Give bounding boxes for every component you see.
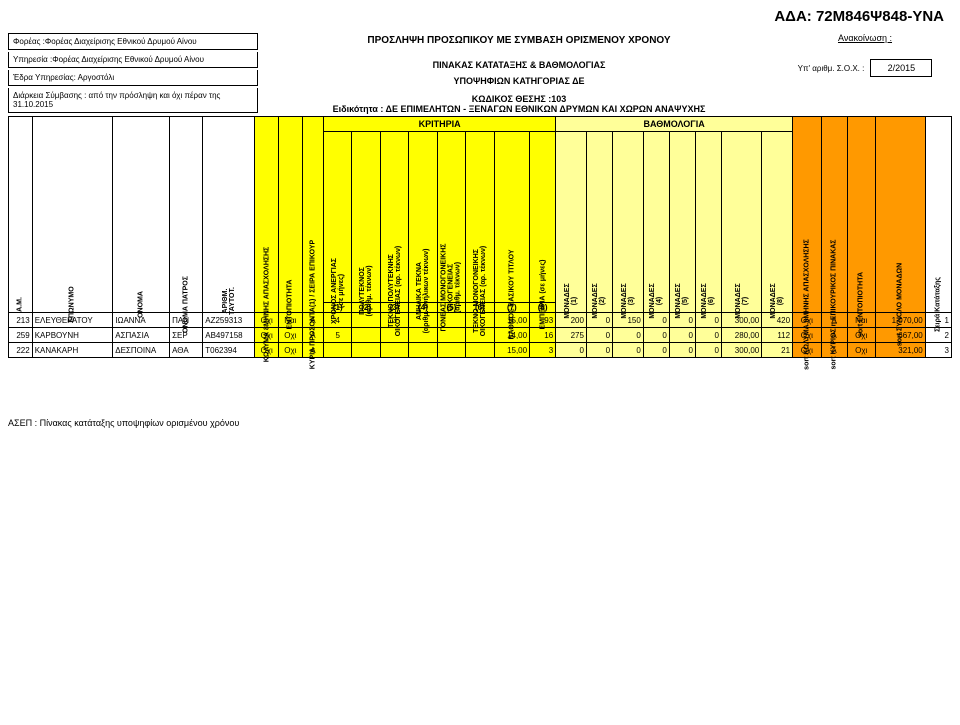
cell-m5: 0 xyxy=(669,328,695,343)
hdr-k5: ΓΟΝΕΑΣ ΜΟΝΟΓΟΝΕΙΚΗΣ ΟΙΚΟΓΕΝΕΙΑΣ (αριθμ. … xyxy=(441,244,462,332)
hdr-m6: ΜΟΝΑΔΕΣ (6) xyxy=(701,283,715,318)
hdr-patr: ΟΝΟΜΑ ΠΑΤΡΟΣ xyxy=(183,276,190,333)
code-line: ΚΩΔΙΚΟΣ ΘΕΣΗΣ :103 xyxy=(333,94,706,104)
hdr-onoma: ΟΝΟΜΑ xyxy=(138,291,145,318)
hdr-m2: ΜΟΝΑΔΕΣ (2) xyxy=(592,283,606,318)
cell-m6: 0 xyxy=(695,343,721,358)
ada-code: ΑΔΑ: 72Μ846Ψ848-ΥΝΑ xyxy=(0,0,960,27)
cell-m6: 0 xyxy=(695,328,721,343)
cell-k3 xyxy=(380,343,408,358)
cell-am: 259 xyxy=(9,328,33,343)
hdr-kol: ΚΩΛΥΜΑ 8ΜΗΝΗΣ ΑΠΑΣΧΟΛΗΣΗΣ xyxy=(263,247,270,362)
sub1: ΠΙΝΑΚΑΣ ΚΑΤΑΤΑΞΗΣ & ΒΑΘΜΟΛΟΓΙΑΣ xyxy=(433,58,606,72)
cell-m4: 0 xyxy=(643,328,669,343)
diarkeia-box: Διάρκεια Σύμβασης : από την πρόσληψη και… xyxy=(8,88,258,113)
hdr-m7: ΜΟΝΑΔΕΣ (7) xyxy=(735,283,749,318)
cell-m8: 21 xyxy=(762,343,793,358)
hdr-k6: ΤΕΚΝΟ ΜΟΝΟΓΟΝΕΙΚΗΣ ΟΙΚΟΓΕΝΕΙΑΣ (αρ. τέκν… xyxy=(473,246,487,336)
cell-k1 xyxy=(324,343,352,358)
hdr-k1: ΧΡΟΝΟΣ ΑΝΕΡΓΙΑΣ (σε μήνες) xyxy=(331,258,345,324)
cell-m7: 280,00 xyxy=(721,328,761,343)
cell-ent: Οχι xyxy=(279,343,303,358)
cell-k1: 5 xyxy=(324,328,352,343)
band-kritiria: ΚΡΙΤΗΡΙΑ xyxy=(324,117,556,132)
cell-ep: ΚΑΝΑΚΑΡΗ xyxy=(32,343,113,358)
hdr-k2: ΠΟΛΥΤΕΚΝΟΣ (αριθμ. τέκνων) xyxy=(359,265,373,316)
edra-box: Έδρα Υπηρεσίας: Αργοστόλι xyxy=(8,70,258,86)
cell-m5: 0 xyxy=(669,343,695,358)
hdr-m1: ΜΟΝΑΔΕΣ (1) xyxy=(564,283,578,318)
hdr-m8: ΜΟΝΑΔΕΣ (8) xyxy=(770,283,784,318)
main-title: ΠΡΟΣΛΗΨΗ ΠΡΟΣΩΠΙΚΟΥ ΜΕ ΣΥΜΒΑΣΗ ΟΡΙΣΜΕΝΟΥ… xyxy=(367,33,670,48)
hdr-s1: sort ΚΩΛΥΜΑ 8ΜΗΝΗΣ ΑΠΑΣΧΟΛΗΣΗΣ xyxy=(803,239,810,370)
hdr-epon: ΕΠΩΝΥΜΟ xyxy=(69,286,76,322)
cell-ep: ΚΑΡΒΟΥΝΗ xyxy=(32,328,113,343)
hdr-seira: Σειρά Κατάταξης xyxy=(935,277,942,332)
cell-k6 xyxy=(466,343,494,358)
cell-ent: Οχι xyxy=(279,328,303,343)
hdr-k7: ΒΑΘΜΟΣ ΒΑΣΙΚΟΥ ΤΙΤΛΟΥ xyxy=(508,249,515,339)
cell-on: ΑΣΠΑΣΙΑ xyxy=(113,328,170,343)
sub2: ΥΠΟΨΗΦΙΩΝ ΚΑΤΗΓΟΡΙΑΣ ΔΕ xyxy=(453,74,584,88)
hdr-m3: ΜΟΝΑΔΕΣ (3) xyxy=(621,283,635,318)
cell-k8: 3 xyxy=(530,343,556,358)
spec-line: Ειδικότητα : ΔΕ ΕΠΙΜΕΛΗΤΩΝ - ΞΕΝΑΓΩΝ ΕΘΝ… xyxy=(333,104,706,114)
cell-m1: 0 xyxy=(556,343,587,358)
announce-label: Ανακοίνωση : xyxy=(838,33,892,43)
footer-text: ΑΣΕΠ : Πίνακας κατάταξης υποψηφίων ορισμ… xyxy=(0,358,960,436)
cell-m4: 0 xyxy=(643,343,669,358)
cell-m2: 0 xyxy=(586,328,612,343)
cell-k4 xyxy=(409,343,437,358)
yp-value: 2/2015 xyxy=(870,59,932,77)
cell-on: ΔΕΣΠΟΙΝΑ xyxy=(113,343,170,358)
cell-k8: 16 xyxy=(530,328,556,343)
hdr-am: Α.Μ. xyxy=(17,297,24,312)
cell-m2: 0 xyxy=(586,343,612,358)
hdr-adt: ΑΡΙΘΜ. ΤΑΥΤΟΤ. xyxy=(222,287,236,315)
cell-k7: 15,00 xyxy=(494,343,530,358)
cell-am: 222 xyxy=(9,343,33,358)
yp-label: Υπ' αριθμ. Σ.Ο.Χ. : xyxy=(798,64,865,73)
cell-k2 xyxy=(352,343,380,358)
cell-s3: Οχι xyxy=(847,343,875,358)
cell-am: 213 xyxy=(9,313,33,328)
hdr-m5: ΜΟΝΑΔΕΣ (5) xyxy=(675,283,689,318)
ypiresia-box: Υπηρεσία :Φορέας Διαχείρισης Εθνικού Δρυ… xyxy=(8,52,258,68)
hdr-m4: ΜΟΝΑΔΕΣ (4) xyxy=(649,283,663,318)
ranking-table: Α.Μ. ΕΠΩΝΥΜΟ ΟΝΟΜΑ ΟΝΟΜΑ ΠΑΤΡΟΣ ΑΡΙΘΜ. Τ… xyxy=(8,116,952,358)
cell-m1: 275 xyxy=(556,328,587,343)
hdr-ent: ΕΝΤΟΠΙΟΤΗΤΑ xyxy=(287,280,294,330)
hdr-s2: sort ΚΥΡΙΟΣ η ΕΠΙΚΟΥΡΙΚΟΣ ΠΙΝΑΚΑΣ xyxy=(831,240,838,370)
hdr-k8: ΕΜΠΕΙΡΙΑ (σε μήνες) xyxy=(539,260,546,330)
cell-m7: 300,00 xyxy=(721,343,761,358)
hdr-kyria: ΚΥΡΙΑ ΠΡΟΣΟΝΤΑ(1) / ΣΕΙΡΑ ΕΠΙΚΟΥΡ xyxy=(309,240,316,369)
cell-m8: 112 xyxy=(762,328,793,343)
cell-m3: 0 xyxy=(613,328,644,343)
cell-k2 xyxy=(352,328,380,343)
hdr-s3: sort ΕΝΤΟΠΙΟΤΗΤΑ xyxy=(858,272,865,337)
band-vath: ΒΑΘΜΟΛΟΓΙΑ xyxy=(556,117,793,132)
cell-sr: 3 xyxy=(925,343,951,358)
cell-k5 xyxy=(437,343,465,358)
cell-m3: 0 xyxy=(613,343,644,358)
foreas-box: Φορέας :Φορέας Διαχείρισης Εθνικού Δρυμο… xyxy=(8,33,258,50)
hdr-k4: ΑΝΗΛΙΚΑ ΤΕΚΝΑ (αριθμ. ανήλικων τέκνων) xyxy=(416,249,430,334)
hdr-s4: sort ΣΥΝΟΛΟ ΜΟΝΑΔΩΝ xyxy=(897,263,904,346)
cell-adt: ΑΒ497158 xyxy=(203,328,255,343)
hdr-k3: ΤΕΚΝΟ ΠΟΛΥΤΕΚΝΗΣ ΟΙΚΟΓΕΝΕΙΑΣ (αρ. τέκνων… xyxy=(388,246,402,336)
cell-pa: ΑΘΑ xyxy=(170,343,203,358)
header-zone: Φορέας :Φορέας Διαχείρισης Εθνικού Δρυμο… xyxy=(0,27,960,116)
cell-adt: Τ062394 xyxy=(203,343,255,358)
